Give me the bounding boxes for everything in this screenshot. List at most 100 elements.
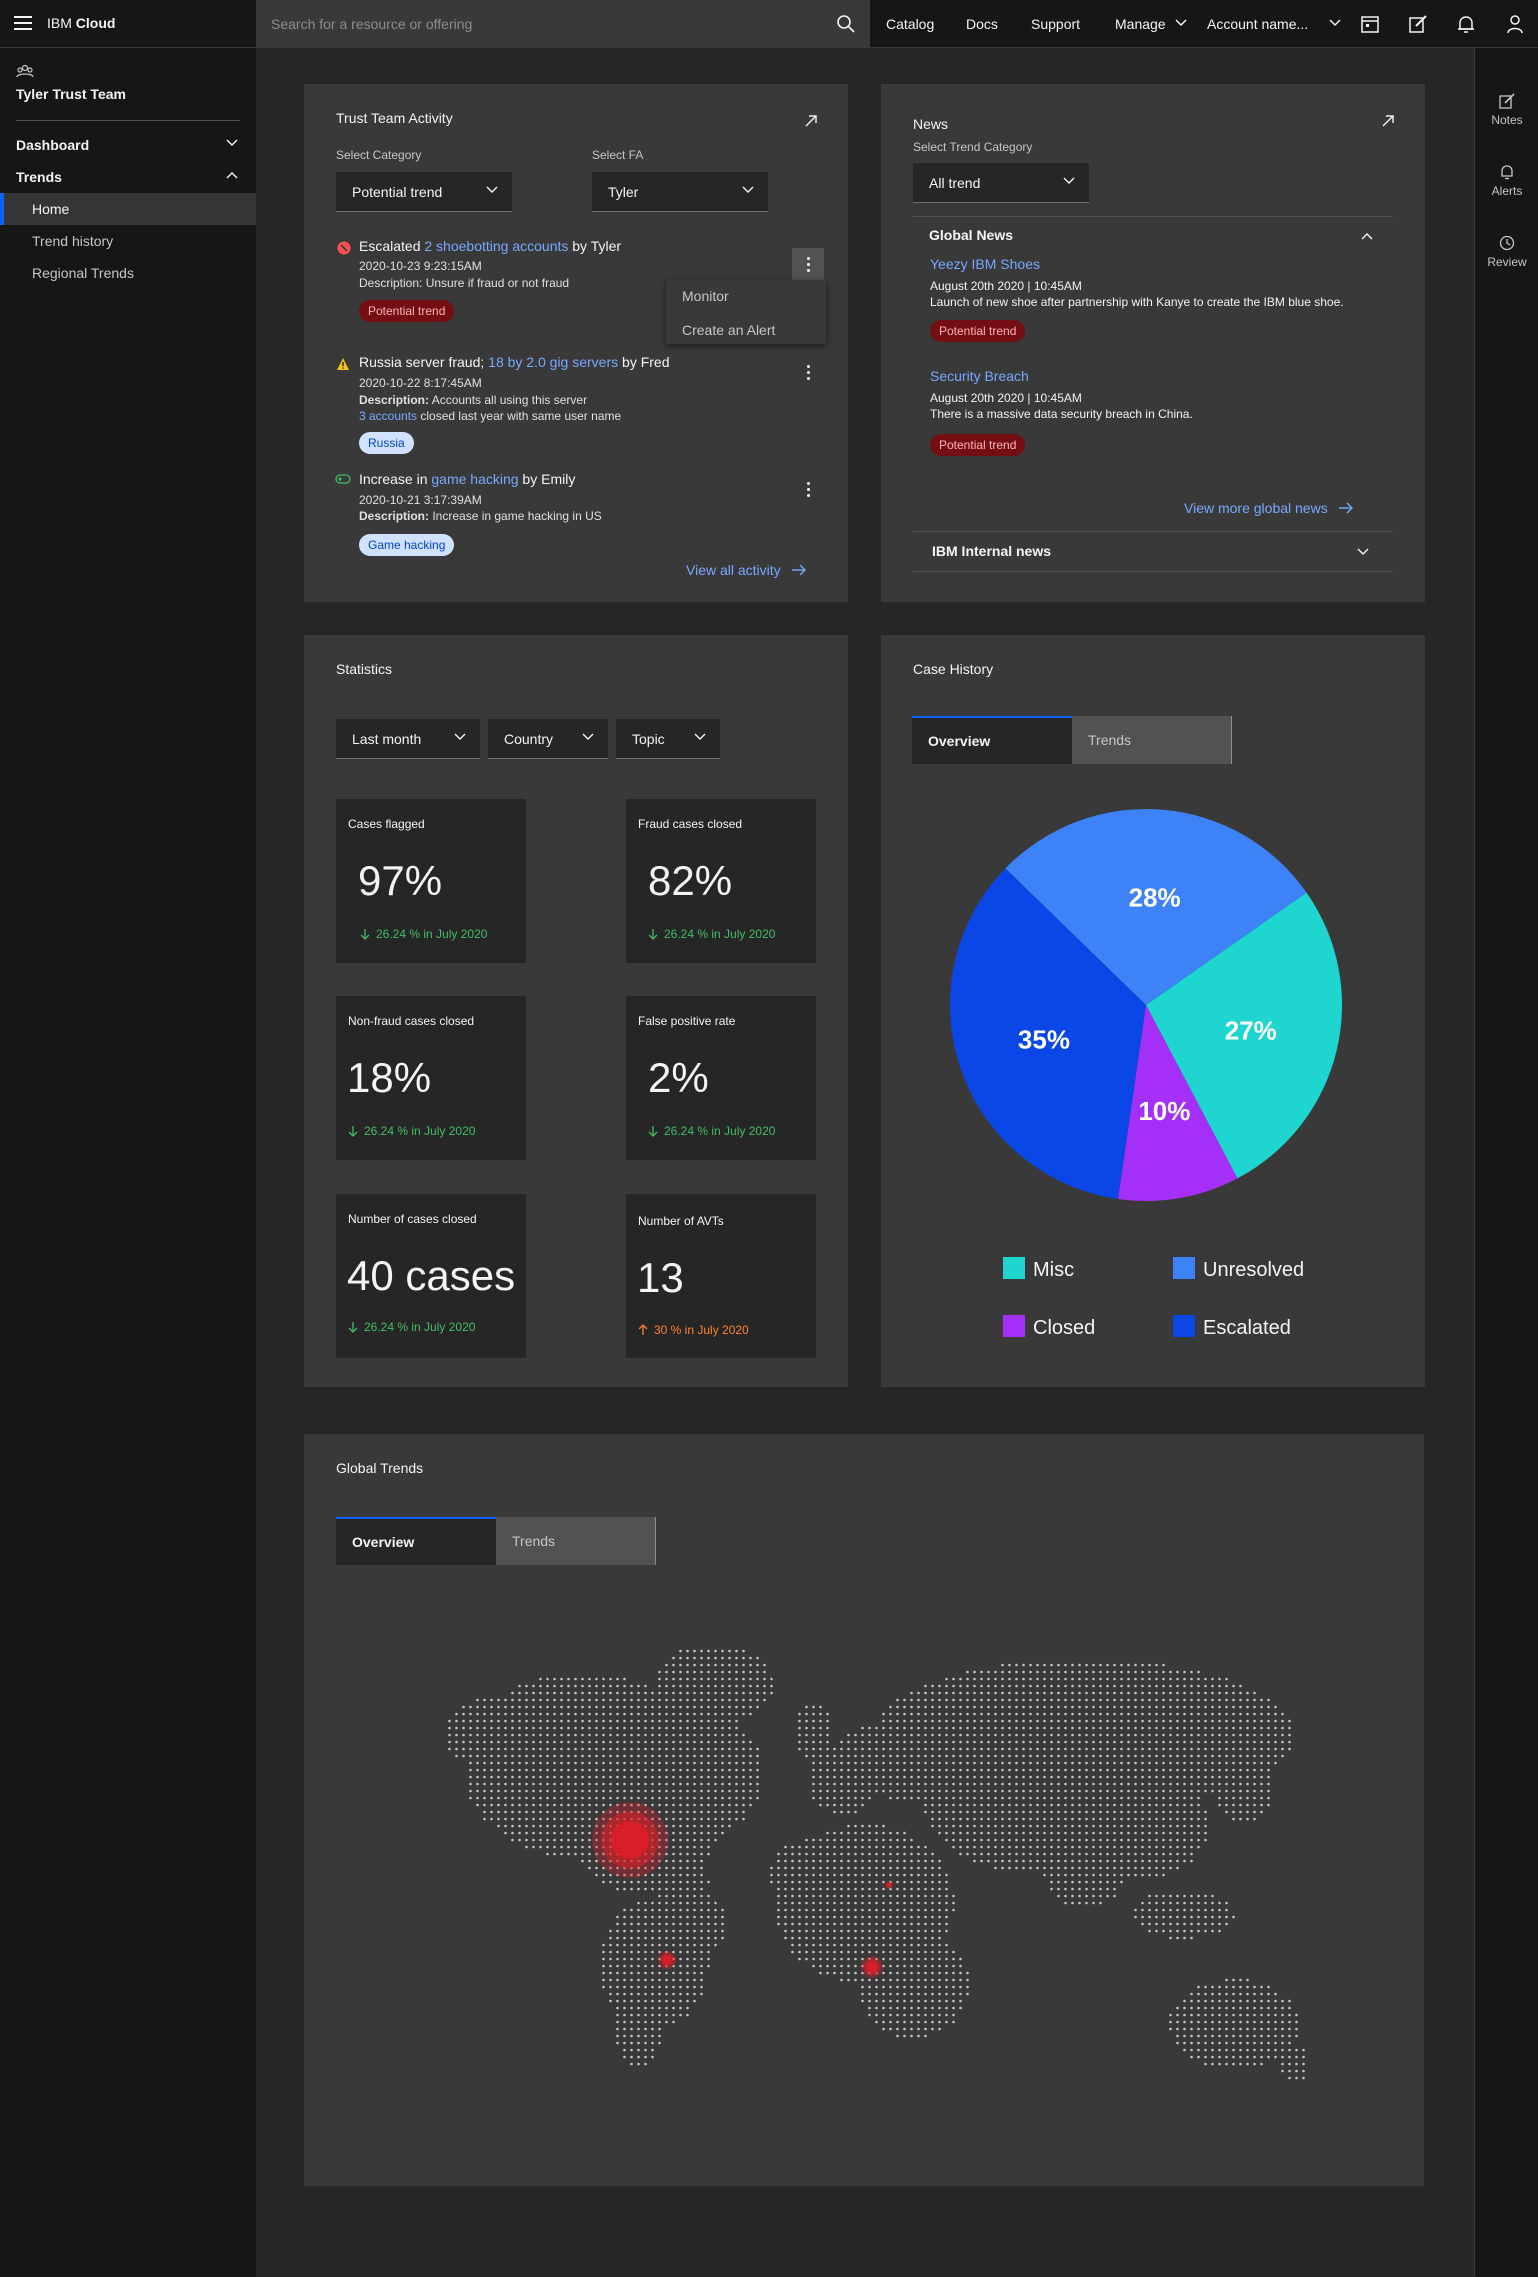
activity-time: 2020-10-21 3:17:39AM <box>359 493 482 507</box>
chevron-down-icon <box>454 733 466 740</box>
nav-account[interactable]: Account name... <box>1207 16 1309 32</box>
hotspot-marker[interactable] <box>658 1951 676 1969</box>
search-bar[interactable]: Search for a resource or offering <box>256 0 870 48</box>
notification-icon[interactable] <box>1456 14 1476 34</box>
legend-item-unresolved[interactable]: Unresolved <box>1173 1257 1304 1282</box>
activity-link[interactable]: 18 by 2.0 gig servers <box>488 354 619 370</box>
chevron-down-icon <box>1063 177 1075 184</box>
pie-slice-misc[interactable] <box>1146 892 1342 1179</box>
launch-icon[interactable] <box>1381 114 1395 128</box>
legend-label: Closed <box>1033 1317 1096 1339</box>
brand-logo[interactable]: IBM Cloud <box>47 15 115 31</box>
tag-potential-trend[interactable]: Potential trend <box>930 434 1026 456</box>
fa-dropdown[interactable]: Tyler <box>592 172 768 212</box>
nav-link-trend-history[interactable]: Trend history <box>32 233 114 249</box>
chevron-down-icon[interactable] <box>1357 548 1369 556</box>
nav-link-regional-trends[interactable]: Regional Trends <box>32 265 134 281</box>
calendar-icon[interactable] <box>1360 14 1380 34</box>
link-label: View all activity <box>686 562 781 578</box>
nav-section-label: Dashboard <box>16 137 90 153</box>
nav-section-trends[interactable]: Trends <box>16 169 248 185</box>
trend-category-dropdown[interactable]: All trend <box>913 163 1089 203</box>
news-item-text: Launch of new shoe after partnership wit… <box>930 295 1344 309</box>
edit-icon[interactable] <box>1408 14 1428 34</box>
global-news-heading[interactable]: Global News <box>929 227 1014 243</box>
rail-review[interactable]: Review <box>1475 235 1538 269</box>
tab-trends[interactable]: Trends <box>496 1517 656 1565</box>
world-dot-map[interactable] <box>384 1624 1344 2104</box>
hotspot-marker[interactable] <box>861 1956 883 1978</box>
pie-slice-label: 10% <box>1138 1096 1190 1126</box>
stat-card[interactable]: Cases flagged 97% 26.24 % in July 2020 <box>336 799 526 963</box>
pie-slice-closed[interactable] <box>1118 1005 1238 1201</box>
divider <box>913 216 1393 217</box>
chevron-down-icon <box>486 186 498 193</box>
legend-item-misc[interactable]: Misc <box>1003 1257 1074 1282</box>
country-dropdown[interactable]: Country <box>488 719 608 759</box>
news-item-title[interactable]: Yeezy IBM Shoes <box>930 256 1040 272</box>
stat-value: 18% <box>347 1054 432 1101</box>
arrow-right-icon <box>791 564 806 576</box>
nav-support[interactable]: Support <box>1031 16 1081 32</box>
overflow-button-active[interactable] <box>792 248 824 280</box>
warning-icon <box>337 358 349 370</box>
topic-dropdown[interactable]: Topic <box>616 719 720 759</box>
nav-docs[interactable]: Docs <box>966 16 998 32</box>
description-text: Accounts all using this server <box>429 393 588 407</box>
legend-label: Escalated <box>1203 1317 1291 1339</box>
view-more-news-link[interactable]: View more global news <box>1184 500 1354 516</box>
hotspot-marker[interactable] <box>885 1881 893 1889</box>
error-icon <box>337 241 351 255</box>
search-input[interactable]: Search for a resource or offering <box>271 16 473 32</box>
overflow-menu-icon[interactable] <box>805 482 811 500</box>
chevron-up-icon[interactable] <box>1361 232 1373 240</box>
search-icon[interactable] <box>836 14 856 34</box>
divider <box>913 531 1393 532</box>
pie-slice-unresolved[interactable] <box>1005 809 1307 1005</box>
legend-item-closed[interactable]: Closed <box>1003 1315 1095 1340</box>
nav-link-home[interactable]: Home <box>0 193 256 225</box>
history-icon <box>1499 235 1515 251</box>
stat-card[interactable]: Fraud cases closed 82% 26.24 % in July 2… <box>626 799 816 963</box>
user-icon[interactable] <box>1505 14 1525 34</box>
menu-item-create-alert[interactable]: Create an Alert <box>682 322 776 338</box>
tag-russia[interactable]: Russia <box>359 432 414 454</box>
view-all-activity-link[interactable]: View all activity <box>686 562 807 578</box>
stat-card[interactable]: Non-fraud cases closed 18% 26.24 % in Ju… <box>336 996 526 1160</box>
tag-potential-trend[interactable]: Potential trend <box>930 320 1026 342</box>
pie-slice-escalated[interactable] <box>950 868 1146 1199</box>
rail-notes[interactable]: Notes <box>1475 93 1538 127</box>
fa-label: Select FA <box>592 148 644 162</box>
stat-card[interactable]: Number of cases closed 40 cases 26.24 % … <box>336 1194 526 1358</box>
nav-section-dashboard[interactable]: Dashboard <box>16 137 248 153</box>
overflow-menu-icon[interactable] <box>805 365 811 383</box>
nav-catalog[interactable]: Catalog <box>886 16 935 32</box>
chevron-down-icon[interactable] <box>1174 18 1188 28</box>
accounts-link[interactable]: 3 accounts <box>359 409 418 423</box>
nav-manage[interactable]: Manage <box>1115 16 1166 32</box>
period-dropdown[interactable]: Last month <box>336 719 480 759</box>
tab-overview[interactable]: Overview <box>912 716 1072 764</box>
hotspot-marker[interactable] <box>592 1802 668 1878</box>
tag-potential-trend[interactable]: Potential trend <box>359 300 455 322</box>
stat-card[interactable]: False positive rate 2% 26.24 % in July 2… <box>626 996 816 1160</box>
activity-text: by Fred <box>618 354 670 370</box>
internal-news-heading[interactable]: IBM Internal news <box>932 543 1052 559</box>
rail-alerts[interactable]: Alerts <box>1475 164 1538 198</box>
menu-item-monitor[interactable]: Monitor <box>682 288 729 304</box>
tab-trends[interactable]: Trends <box>1072 716 1232 764</box>
category-dropdown[interactable]: Potential trend <box>336 172 512 212</box>
news-item-date: August 20th 2020 | 10:45AM <box>930 279 1082 293</box>
tag-game-hacking[interactable]: Game hacking <box>359 534 455 556</box>
launch-icon[interactable] <box>804 114 818 128</box>
chevron-down-icon[interactable] <box>1328 18 1342 28</box>
legend-item-escalated[interactable]: Escalated <box>1173 1315 1291 1340</box>
arrow-down-icon <box>648 1126 658 1137</box>
activity-link[interactable]: 2 shoebotting accounts <box>424 238 569 254</box>
menu-icon[interactable] <box>14 16 32 32</box>
activity-link[interactable]: game hacking <box>431 471 519 487</box>
news-item-title[interactable]: Security Breach <box>930 368 1029 384</box>
tab-overview[interactable]: Overview <box>336 1517 496 1565</box>
stat-card[interactable]: Number of AVTs 13 30 % in July 2020 <box>626 1194 816 1358</box>
legend-swatch <box>1003 1315 1025 1337</box>
